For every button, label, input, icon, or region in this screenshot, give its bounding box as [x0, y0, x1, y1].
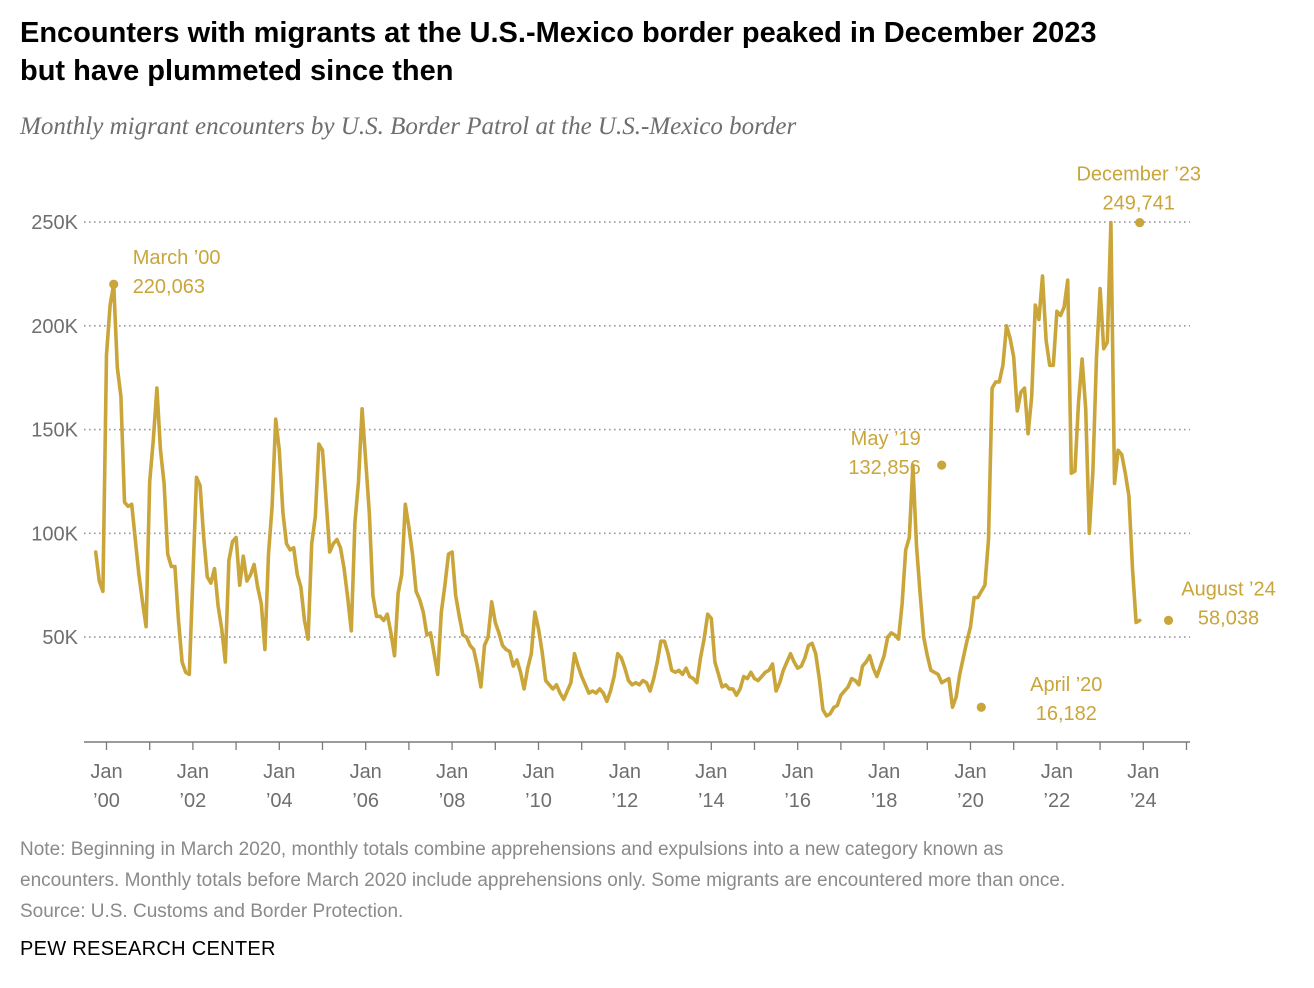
x-tick-label: Jan	[522, 761, 554, 783]
x-tick-label-year: ’16	[784, 790, 811, 812]
x-tick-label: Jan	[1127, 761, 1159, 783]
x-tick-label: Jan	[695, 761, 727, 783]
annotation-value: 132,856	[848, 457, 920, 479]
x-tick-label-year: ’24	[1130, 790, 1157, 812]
chart-title: Encounters with migrants at the U.S.-Mex…	[20, 14, 1290, 90]
x-tick-label-year: ’02	[180, 790, 207, 812]
x-tick-label-year: ’22	[1044, 790, 1071, 812]
annotation-label: December ’23	[1076, 164, 1201, 186]
chart-note: Note: Beginning in March 2020, monthly t…	[20, 834, 1300, 927]
series-polyline	[93, 220, 1142, 718]
annotation-label: March ’00	[133, 247, 221, 269]
x-tick-label-year: ’20	[957, 790, 984, 812]
x-tick-label: Jan	[436, 761, 468, 783]
x-tick-label: Jan	[263, 761, 295, 783]
chart-title-line-2: but have plummeted since then	[20, 55, 454, 87]
x-tick-label: Jan	[609, 761, 641, 783]
y-axis-ticks: 50K 100K 150K 200K 250K	[31, 212, 78, 649]
annotation-dot	[1135, 218, 1145, 228]
x-tick-label: Jan	[782, 761, 814, 783]
x-tick-label-year: ’10	[525, 790, 552, 812]
x-axis: Jan ’00 Jan ’02 Jan ’04 Jan ’06 Jan ’08 Jan ’10 Jan ’…	[84, 741, 1190, 812]
x-tick-label-year: ’08	[439, 790, 466, 812]
x-tick-label: Jan	[954, 761, 986, 783]
annotation-label: April ’20	[1030, 674, 1102, 696]
x-tick-label: Jan	[1041, 761, 1073, 783]
annotation-dot	[1163, 615, 1174, 625]
x-tick-label-year: ’04	[266, 790, 293, 812]
note-line-1: Note: Beginning in March 2020, monthly t…	[20, 839, 1004, 860]
annotation-value: 220,063	[133, 276, 205, 298]
annotation-label: August ’24	[1181, 578, 1276, 600]
series-line	[93, 220, 1142, 718]
x-tick-label: Jan	[90, 761, 122, 783]
note-line-2: encounters. Monthly totals before March …	[20, 870, 1066, 891]
annotation-dot	[976, 702, 986, 712]
x-tick-label-year: ’12	[612, 790, 639, 812]
x-tick-label: Jan	[350, 761, 382, 783]
x-tick-label-year: ’06	[352, 790, 379, 812]
annotation-label: May ’19	[851, 428, 921, 450]
x-tick-label: Jan	[868, 761, 900, 783]
source-line: Source: U.S. Customs and Border Protecti…	[20, 901, 404, 922]
y-tick-label: 250K	[31, 212, 78, 234]
brand-logo-text: PEW RESEARCH CENTER	[20, 938, 276, 960]
x-tick-label-year: ’14	[698, 790, 725, 812]
y-tick-label: 200K	[31, 316, 78, 338]
chart-subtitle: Monthly migrant encounters by U.S. Borde…	[20, 113, 797, 140]
x-tick-label-year: ’00	[93, 790, 120, 812]
annotation-dot	[937, 460, 947, 470]
y-tick-label: 50K	[42, 627, 78, 649]
annotation-value: 249,741	[1103, 193, 1175, 215]
annotations: March ’00 220,063 May ’19 132,856 April ’20 1…	[109, 164, 1276, 725]
y-tick-label: 100K	[31, 523, 78, 545]
x-tick-label: Jan	[177, 761, 209, 783]
annotation-value: 58,038	[1198, 607, 1259, 629]
annotation-value: 16,182	[1036, 703, 1097, 725]
chart-title-line-1: Encounters with migrants at the U.S.-Mex…	[20, 17, 1097, 49]
x-tick-label-year: ’18	[871, 790, 898, 812]
y-tick-label: 150K	[31, 420, 78, 442]
annotation-dot	[109, 279, 119, 289]
